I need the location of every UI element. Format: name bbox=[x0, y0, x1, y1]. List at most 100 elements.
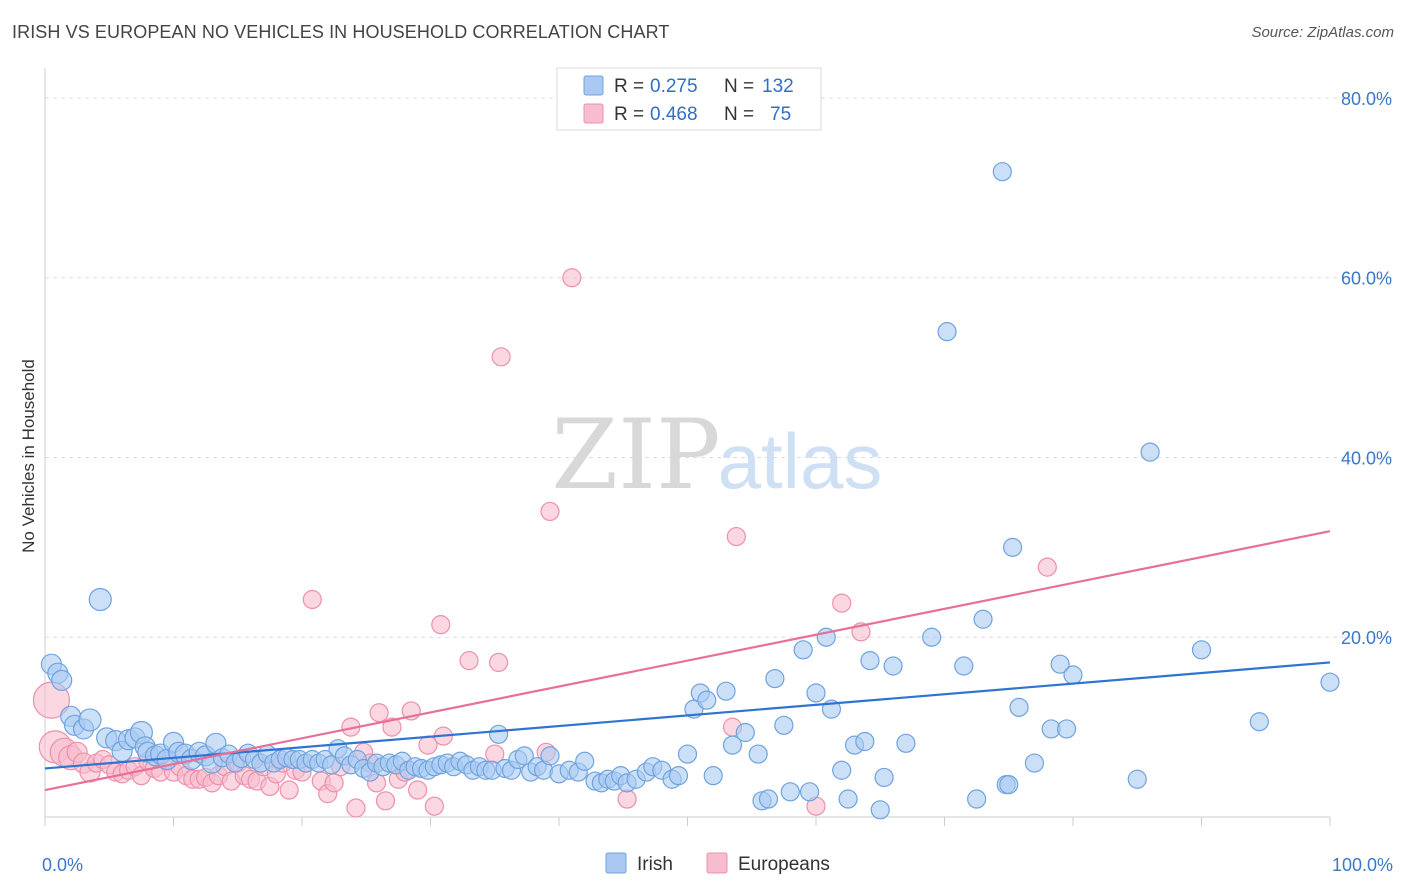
y-tick-label-1: 40.0% bbox=[1341, 448, 1392, 468]
irish-point-111 bbox=[806, 683, 826, 703]
irish-point-7 bbox=[88, 587, 112, 612]
trend-lines bbox=[44, 530, 1331, 792]
irish-point-122 bbox=[896, 733, 916, 753]
irish-point-130 bbox=[999, 775, 1019, 795]
europeans-point-67 bbox=[562, 268, 582, 288]
europeans-point-61 bbox=[459, 651, 479, 671]
irish-point-70 bbox=[489, 724, 509, 744]
irish-point-115 bbox=[838, 789, 858, 809]
legend-swatch-europeans bbox=[583, 103, 604, 124]
stats-legend: R = 0.275 N = 132 R = 0.468 N = 75 bbox=[556, 67, 822, 131]
legend-r-label-irish: R = bbox=[614, 76, 644, 97]
y-tick-label-0: 20.0% bbox=[1341, 628, 1392, 648]
legend-n-label-europeans: N = bbox=[724, 104, 754, 125]
europeans-point-50 bbox=[369, 703, 389, 723]
europeans-trend-line bbox=[44, 530, 1331, 792]
europeans-point-52 bbox=[382, 717, 402, 737]
series-legend-label-irish: Irish bbox=[637, 854, 673, 875]
irish-point-139 bbox=[1140, 442, 1160, 462]
irish-point-131 bbox=[1003, 537, 1023, 557]
irish-point-129 bbox=[992, 162, 1012, 182]
europeans-point-40 bbox=[302, 589, 322, 610]
irish-point-74 bbox=[514, 746, 534, 766]
irish-point-103 bbox=[748, 744, 768, 764]
irish-point-105 bbox=[758, 789, 779, 809]
irish-point-135 bbox=[1050, 654, 1070, 674]
irish-point-114 bbox=[832, 760, 852, 780]
europeans-point-64 bbox=[491, 347, 511, 367]
irish-point-120 bbox=[874, 767, 894, 788]
europeans-point-68 bbox=[617, 789, 637, 809]
europeans-point-66 bbox=[540, 501, 560, 522]
irish-point-106 bbox=[765, 668, 785, 689]
europeans-point-72 bbox=[832, 593, 852, 613]
irish-point-132 bbox=[1009, 697, 1029, 717]
irish-point-121 bbox=[883, 656, 903, 676]
europeans-point-74 bbox=[1037, 557, 1057, 577]
watermark-atlas: atlas bbox=[718, 417, 883, 505]
europeans-point-59 bbox=[431, 615, 451, 635]
irish-point-98 bbox=[697, 690, 717, 710]
irish-point-118 bbox=[860, 651, 880, 671]
irish-points bbox=[40, 162, 1340, 820]
irish-point-126 bbox=[967, 789, 987, 809]
europeans-point-43 bbox=[324, 773, 344, 793]
irish-point-142 bbox=[1320, 672, 1340, 692]
europeans-point-70 bbox=[726, 526, 746, 547]
y-tick-label-3: 80.0% bbox=[1341, 89, 1392, 109]
irish-point-102 bbox=[735, 722, 755, 743]
legend-swatch-irish bbox=[583, 75, 604, 96]
watermark-zip: ZIP bbox=[551, 399, 720, 511]
irish-trend-line bbox=[44, 661, 1331, 770]
series-legend-swatch-europeans bbox=[706, 852, 728, 874]
europeans-point-63 bbox=[489, 652, 509, 673]
irish-point-107 bbox=[774, 715, 794, 735]
irish-point-108 bbox=[780, 782, 800, 802]
irish-point-119 bbox=[870, 800, 890, 820]
series-legend-swatch-irish bbox=[605, 852, 627, 874]
x-tick-labels: 0.0% 100.0% bbox=[42, 855, 1393, 875]
x-tick-label-0: 0.0% bbox=[42, 855, 83, 875]
y-tick-label-2: 60.0% bbox=[1341, 269, 1392, 289]
grid-lines bbox=[45, 97, 1392, 638]
irish-point-136 bbox=[1056, 719, 1077, 739]
legend-r-value-europeans: 0.468 bbox=[650, 104, 698, 125]
irish-point-95 bbox=[677, 744, 698, 764]
legend-n-value-europeans: 75 bbox=[770, 104, 791, 125]
series-legend: Irish Europeans bbox=[605, 852, 830, 875]
source-credit: Source: ZipAtlas.com bbox=[1251, 24, 1394, 41]
irish-point-125 bbox=[954, 656, 974, 676]
irish-point-137 bbox=[1063, 665, 1083, 685]
irish-point-6 bbox=[78, 708, 102, 732]
chart-title: IRISH VS EUROPEAN NO VEHICLES IN HOUSEHO… bbox=[12, 22, 670, 42]
legend-r-value-irish: 0.275 bbox=[650, 76, 698, 97]
irish-point-94 bbox=[668, 766, 689, 786]
irish-point-78 bbox=[540, 746, 560, 766]
irish-point-109 bbox=[793, 640, 813, 660]
irish-point-141 bbox=[1249, 712, 1269, 732]
irish-point-140 bbox=[1191, 640, 1212, 660]
series-legend-label-europeans: Europeans bbox=[738, 854, 830, 875]
europeans-point-51 bbox=[375, 791, 396, 811]
x-tick-label-1: 100.0% bbox=[1332, 855, 1393, 875]
europeans-point-56 bbox=[408, 780, 428, 800]
irish-point-123 bbox=[922, 627, 942, 647]
irish-point-82 bbox=[575, 751, 595, 771]
irish-point-110 bbox=[799, 782, 820, 802]
irish-point-100 bbox=[716, 681, 736, 701]
irish-point-133 bbox=[1024, 753, 1045, 773]
y-tick-labels: 20.0% 40.0% 60.0% 80.0% bbox=[1341, 89, 1392, 648]
y-axis-label: No Vehicles in Household bbox=[19, 359, 38, 553]
europeans-point-46 bbox=[346, 798, 366, 818]
irish-point-117 bbox=[855, 731, 875, 752]
legend-r-label-europeans: R = bbox=[614, 104, 644, 125]
irish-point-101 bbox=[722, 735, 743, 755]
europeans-point-58 bbox=[424, 796, 444, 816]
zipatlas-watermark: ZIP atlas bbox=[551, 399, 882, 511]
legend-n-value-irish: 132 bbox=[762, 76, 794, 97]
irish-point-138 bbox=[1127, 769, 1147, 789]
irish-point-2 bbox=[51, 669, 73, 691]
legend-n-label-irish: N = bbox=[724, 76, 754, 97]
irish-point-99 bbox=[703, 766, 723, 786]
